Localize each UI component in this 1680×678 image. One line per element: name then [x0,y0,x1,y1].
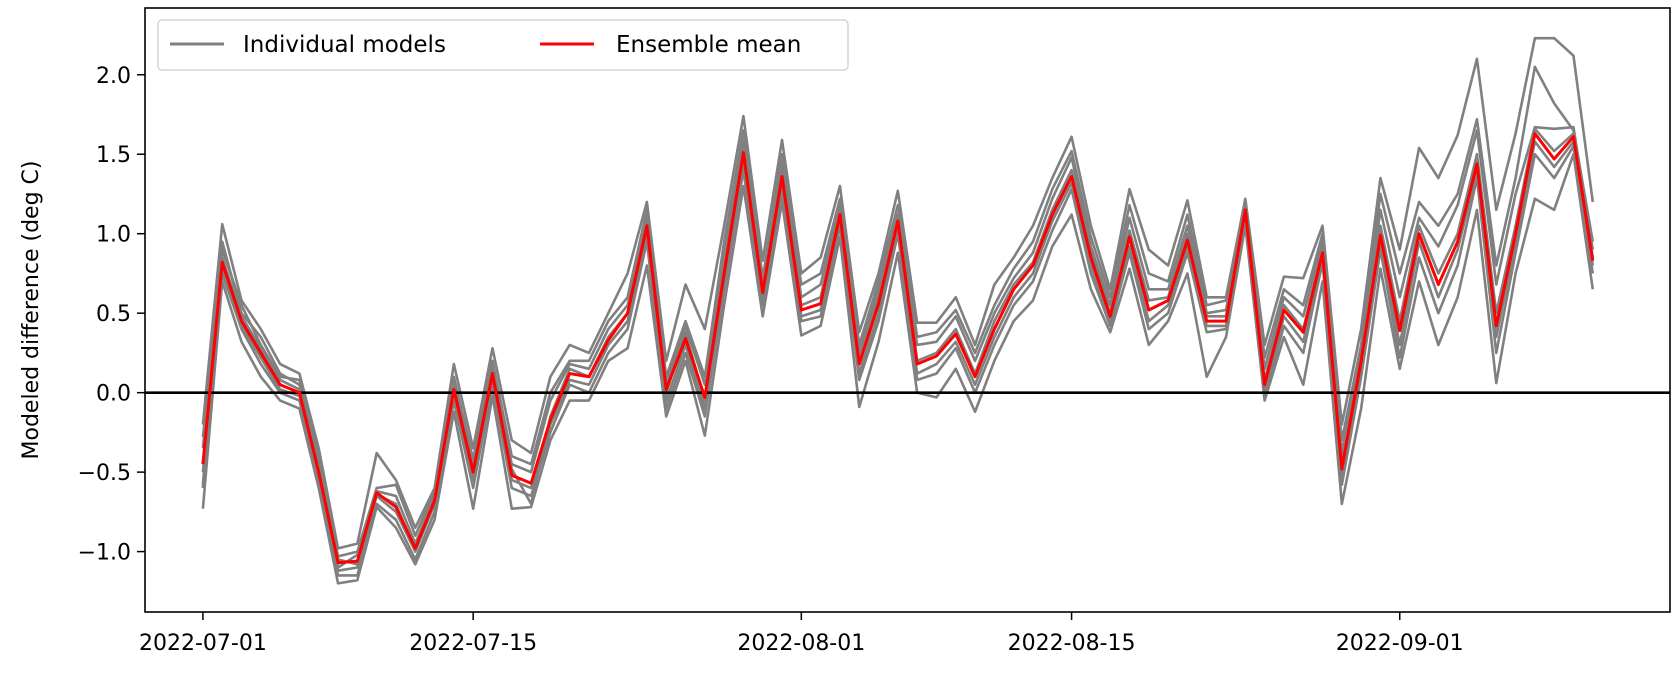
x-tick-label-1: 2022-07-01 [139,631,267,656]
y-tick-label-4: 0.5 [96,302,131,327]
y-tick-label-5: 1.0 [96,223,131,248]
y-axis-label: Modeled difference (deg C) [19,161,44,460]
y-tick-label-7: 2.0 [96,64,131,89]
x-tick-label-4: 2022-08-15 [1008,631,1136,656]
x-tick-label-5: 2022-09-01 [1336,631,1464,656]
legend: Individual models Ensemble mean [157,19,849,71]
legend-label-mean: Ensemble mean [616,32,801,58]
y-tick-label-2: −0.5 [78,461,131,486]
model-line-5 [201,144,1595,577]
x-tick-label-3: 2022-08-01 [737,631,865,656]
ensemble-mean-line [201,132,1595,565]
legend-label-models: Individual models [243,32,446,58]
plot-frame [144,7,1671,613]
y-tick-label-6: 1.5 [96,143,131,168]
x-axis: 2022-07-01 2022-07-15 2022-08-01 2022-08-15… [139,612,1464,656]
y-tick-label-1: −1.0 [78,541,131,566]
model-line-6 [201,152,1595,585]
y-axis: −1.0 −0.5 0.0 0.5 1.0 1.5 2.0 [78,64,145,566]
mean-line-group [201,132,1595,565]
y-tick-label-3: 0.0 [96,382,131,407]
legend-frame [157,19,849,71]
x-tick-label-2: 2022-07-15 [409,631,537,656]
